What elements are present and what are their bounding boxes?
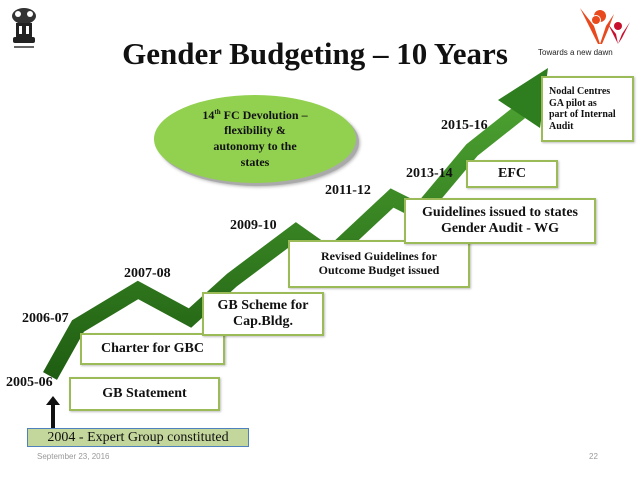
title-text: Gender Budgeting – 10 Years — [122, 36, 508, 71]
callout-line-1: 14th FC Devolution – — [202, 107, 308, 122]
callout-line-2: flexibility & — [224, 123, 286, 138]
tagline: Towards a new dawn — [538, 48, 613, 57]
milestone-charter-gbc: Charter for GBC — [80, 333, 225, 365]
callout-line-3: autonomy to the — [213, 139, 297, 153]
year-label: 2011-12 — [325, 183, 371, 198]
slide-title: Gender Budgeting – 10 Years — [0, 36, 638, 72]
expert-group-box: 2004 - Expert Group constituted — [27, 428, 249, 447]
fc-devolution-callout: 14th FC Devolution – flexibility & auton… — [154, 95, 356, 183]
dawn-figures-icon — [578, 4, 634, 46]
year-label: 2015-16 — [441, 118, 488, 133]
milestone-revised-guidelines: Revised Guidelines for Outcome Budget iss… — [288, 240, 470, 288]
year-label: 2006-07 — [22, 311, 69, 326]
milestone-gb-scheme: GB Scheme for Cap.Bldg. — [202, 292, 324, 336]
national-emblem-icon — [10, 6, 38, 50]
milestone-gb-statement: GB Statement — [69, 377, 220, 411]
year-label: 2007-08 — [124, 266, 171, 281]
milestone-guidelines-states: Guidelines issued to states Gender Audit … — [404, 198, 596, 244]
up-arrow-icon — [46, 396, 60, 428]
milestone-nodal-centres: Nodal Centres GA pilot as part of Internal… — [541, 76, 634, 142]
page-number: 22 — [589, 452, 598, 461]
callout-line-4: states — [240, 154, 270, 169]
year-label: 2005-06 — [6, 375, 53, 390]
year-label: 2013-14 — [406, 166, 453, 181]
year-label: 2009-10 — [230, 218, 277, 233]
milestone-efc: EFC — [466, 160, 558, 188]
footer-date: September 23, 2016 — [37, 452, 110, 461]
